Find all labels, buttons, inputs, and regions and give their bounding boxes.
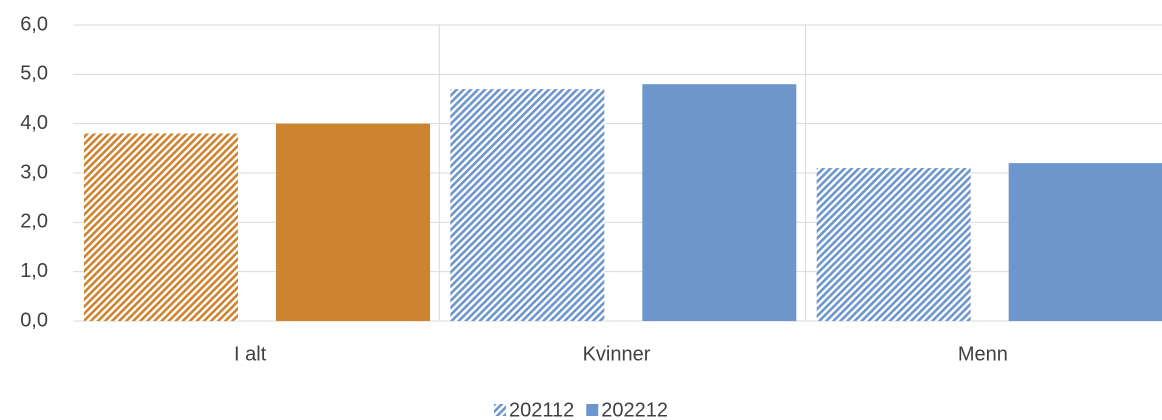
y-tick-label: 3,0 bbox=[20, 161, 48, 183]
y-tick-label: 4,0 bbox=[20, 112, 48, 134]
y-tick-label: 6,0 bbox=[20, 13, 48, 35]
bar bbox=[276, 123, 430, 322]
bar bbox=[816, 168, 971, 321]
y-tick-label: 1,0 bbox=[20, 260, 48, 282]
x-tick-label: Kvinner bbox=[583, 343, 651, 365]
y-tick-label: 2,0 bbox=[20, 211, 48, 233]
x-tick-label: I alt bbox=[234, 343, 267, 365]
legend-swatch bbox=[493, 404, 506, 416]
bar bbox=[642, 84, 797, 321]
legend: 202112 202212 bbox=[493, 399, 668, 420]
legend-swatch bbox=[586, 404, 599, 416]
bar bbox=[1008, 163, 1162, 321]
legend-label: 202112 bbox=[509, 399, 574, 420]
y-tick-label: 5,0 bbox=[20, 63, 48, 85]
y-tick-label: 0,0 bbox=[20, 309, 48, 331]
bar bbox=[450, 89, 605, 321]
x-tick-label: Menn bbox=[958, 343, 1008, 365]
bar bbox=[84, 133, 238, 321]
legend-label: 202212 bbox=[601, 399, 668, 420]
